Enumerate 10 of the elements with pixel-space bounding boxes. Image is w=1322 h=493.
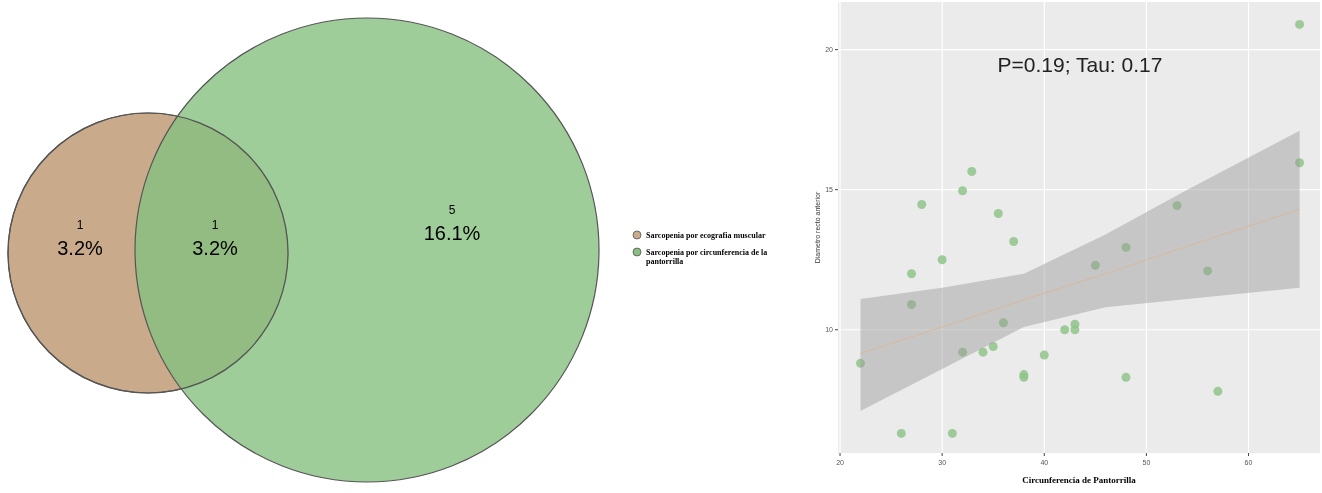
text: 3.2% [192,237,239,259]
text: 16.1% [423,222,481,244]
x-axis-title: Circunferencia de Pantorrilla [1022,475,1137,485]
text: 1 [211,218,219,232]
text: 5 [448,203,456,217]
legend-label: Sarcopenia por circunferencia de la pantorrilla [646,248,768,266]
text: 3.2% [57,237,104,259]
annotation: P=0.19; Tau: 0.17 [997,53,1163,76]
legend-label: Sarcopenia por ecografia muscular [646,231,766,240]
text: 1 [76,218,84,232]
